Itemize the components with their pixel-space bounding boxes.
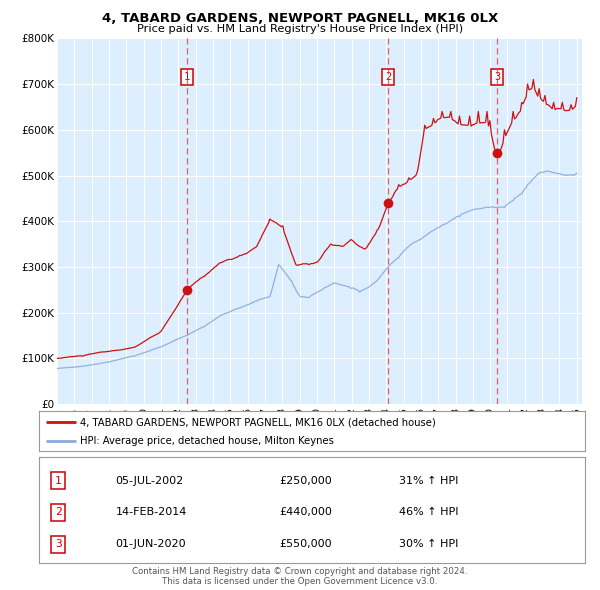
Text: HPI: Average price, detached house, Milton Keynes: HPI: Average price, detached house, Milt… [80, 435, 334, 445]
Text: 46% ↑ HPI: 46% ↑ HPI [400, 507, 459, 517]
Text: 30% ↑ HPI: 30% ↑ HPI [400, 539, 459, 549]
Text: 2: 2 [385, 72, 391, 82]
Text: 3: 3 [55, 539, 61, 549]
Text: 1: 1 [55, 476, 61, 486]
Text: 1: 1 [184, 72, 190, 82]
Text: £550,000: £550,000 [279, 539, 332, 549]
Text: 3: 3 [494, 72, 500, 82]
Text: 14-FEB-2014: 14-FEB-2014 [115, 507, 187, 517]
Text: 31% ↑ HPI: 31% ↑ HPI [400, 476, 459, 486]
Text: £250,000: £250,000 [279, 476, 332, 486]
Text: Contains HM Land Registry data © Crown copyright and database right 2024.
This d: Contains HM Land Registry data © Crown c… [132, 567, 468, 586]
Text: 4, TABARD GARDENS, NEWPORT PAGNELL, MK16 0LX (detached house): 4, TABARD GARDENS, NEWPORT PAGNELL, MK16… [80, 417, 436, 427]
Text: £440,000: £440,000 [279, 507, 332, 517]
Text: 01-JUN-2020: 01-JUN-2020 [115, 539, 186, 549]
Text: 2: 2 [55, 507, 61, 517]
Text: 05-JUL-2002: 05-JUL-2002 [115, 476, 184, 486]
Text: Price paid vs. HM Land Registry's House Price Index (HPI): Price paid vs. HM Land Registry's House … [137, 24, 463, 34]
Text: 4, TABARD GARDENS, NEWPORT PAGNELL, MK16 0LX: 4, TABARD GARDENS, NEWPORT PAGNELL, MK16… [102, 12, 498, 25]
